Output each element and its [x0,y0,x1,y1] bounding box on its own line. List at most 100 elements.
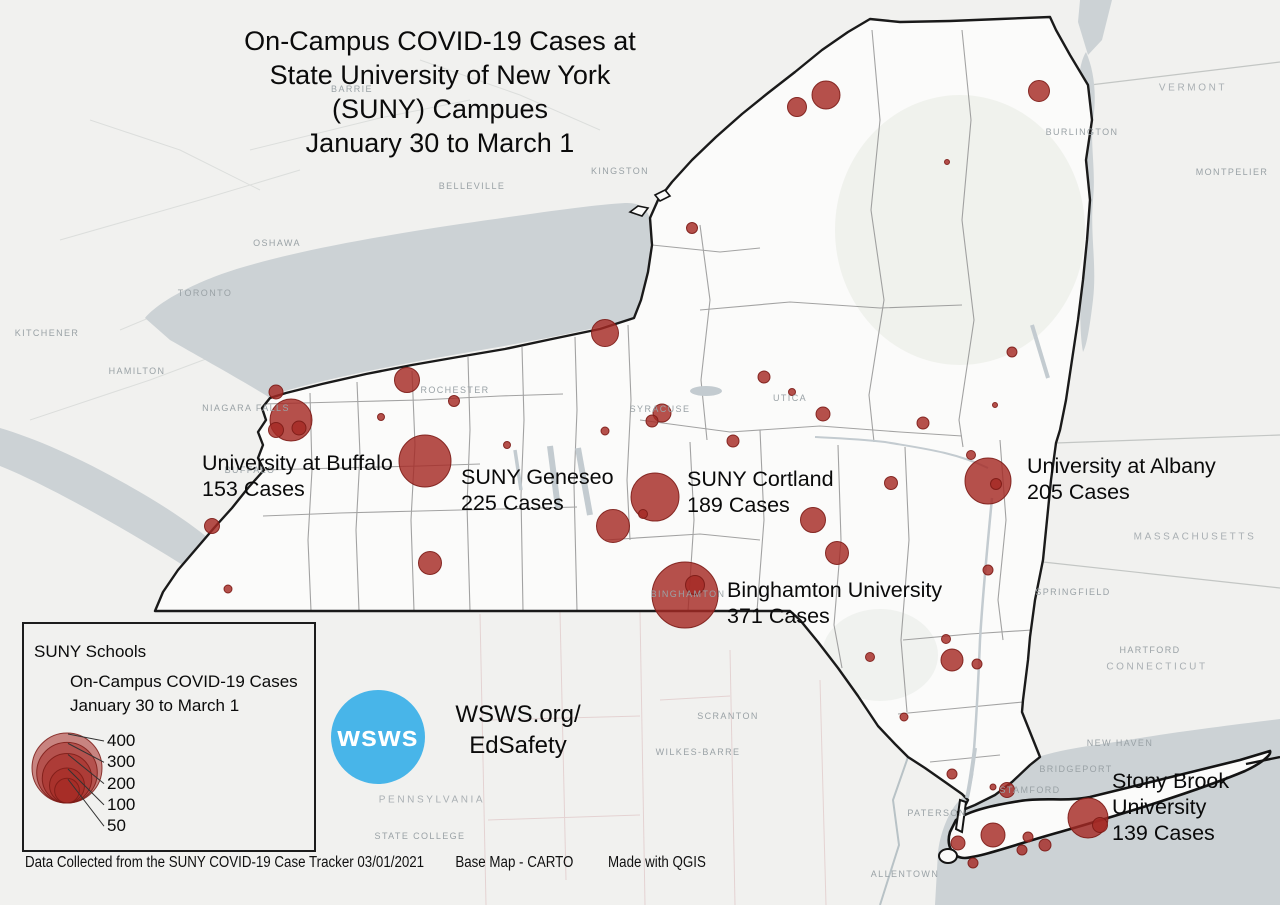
campus-label: University at Albany 205 Cases [1027,453,1216,505]
campus-label: SUNY Geneseo 225 Cases [461,464,614,516]
wsws-logo-text: wsws [337,720,419,753]
case-marker [645,414,659,428]
campus-label-line: 205 Cases [1027,480,1130,504]
campus-label: SUNY Cortland 189 Cases [687,466,834,518]
case-marker [800,507,826,533]
map-title-line2: State University of New York [269,60,611,90]
case-marker [788,388,796,396]
city-label: BUFFALO [224,465,276,475]
map-title-line4: January 30 to March 1 [305,128,575,158]
wsws-url-line1: WSWS.org/ [455,701,581,728]
case-marker [999,782,1015,798]
hudson-river [966,497,994,796]
case-marker [950,835,966,851]
case-marker [811,80,841,110]
campus-label-line: SUNY Cortland [687,467,834,491]
case-marker [1016,844,1028,856]
case-marker [865,652,875,662]
legend-size-circle [54,777,80,804]
case-marker [652,403,672,423]
case-marker [941,634,951,644]
case-marker [204,518,220,534]
lake-george [1030,324,1050,379]
case-marker [992,402,998,408]
case-marker [377,413,385,421]
case-marker [966,450,976,460]
case-marker [982,564,994,576]
staten-island [938,848,958,864]
case-marker [638,509,648,519]
city-label: MONTPELIER [1195,167,1269,177]
case-marker [726,434,740,448]
city-label: KITCHENER [14,328,80,338]
case-marker [685,575,705,595]
delaware-river [879,756,909,905]
case-marker [1028,80,1050,102]
case-marker [787,97,807,117]
case-marker [686,222,698,234]
case-marker [825,541,849,565]
campus-label-line: University at Albany [1027,454,1216,478]
hudson-lower [965,747,977,799]
city-label: BARRIE [331,84,373,94]
city-label: STATE COLLEGE [374,831,466,841]
city-label: NIAGARA FALLS [202,403,290,413]
case-marker [448,395,460,407]
legend-subtitle-line1: On-Campus COVID-19 Cases [70,672,298,691]
case-marker [1038,838,1052,852]
canandaigua-lake [513,449,523,491]
case-marker [1006,346,1018,358]
legend-box: SUNY Schools On-Campus COVID-19 Cases Ja… [22,622,316,852]
city-label: MASSACHUSETTS [1133,531,1257,543]
legend-size-value: 50 [107,816,126,836]
city-label: KINGSTON [590,166,650,176]
catskill-tint [822,609,938,701]
champlain-north [1078,0,1112,55]
wsws-logo: wsws [331,690,425,784]
case-marker [967,857,979,869]
legend-subtitle-line2: January 30 to March 1 [70,696,240,715]
legend-size-value: 200 [107,773,136,793]
cayuga-lake [575,447,593,516]
wsws-url: WSWS.org/ EdSafety [450,699,586,761]
case-marker [268,384,284,400]
city-label: BELLEVILLE [438,181,506,191]
wsws-url-line2: EdSafety [469,732,567,759]
footer-made-with: Made with QGIS [608,854,706,871]
city-label: SPRINGFIELD [1035,587,1111,597]
campus-label-line: University at Buffalo [202,451,393,475]
city-label: STAMFORD [999,785,1061,795]
legend-leader-line [67,754,105,784]
legend-size-value: 300 [107,752,136,772]
campus-label-line: 189 Cases [687,493,790,517]
city-label: BRIDGEPORT [1039,764,1113,774]
city-label: BURLINGTON [1045,127,1119,137]
city-label: ROCHESTER [420,385,490,395]
legend-leader-line [67,768,105,806]
city-label: ALLENTOWN [870,869,940,879]
campus-label-line: SUNY Geneseo [461,465,614,489]
footer-basemap-credit: Base Map - CARTO [455,854,574,871]
city-label: HARTFORD [1119,645,1181,655]
city-label: VERMONT [1158,82,1228,94]
case-marker [980,822,1006,848]
city-label: BINGHAMTON [650,589,726,599]
footer-source: Data Collected from the SUNY COVID-19 Ca… [25,854,425,871]
case-marker [815,406,831,422]
thousand-islands [628,189,672,217]
city-label: CONNECTICUT [1106,661,1208,673]
case-marker [394,367,420,393]
map-footer: Data Collected from the SUNY COVID-19 Ca… [25,854,706,872]
case-marker [989,783,997,791]
city-label: HAMILTON [108,366,166,376]
city-label: PENNSYLVANIA [378,794,486,806]
case-marker [503,441,511,449]
legend-size-value: 100 [107,794,136,814]
long-island-south-fork [1245,755,1280,766]
campus-label-line: 153 Cases [202,477,305,501]
legend-leader-line [67,742,105,763]
city-label: UTICA [773,393,807,403]
city-label: SCRANTON [697,711,759,721]
